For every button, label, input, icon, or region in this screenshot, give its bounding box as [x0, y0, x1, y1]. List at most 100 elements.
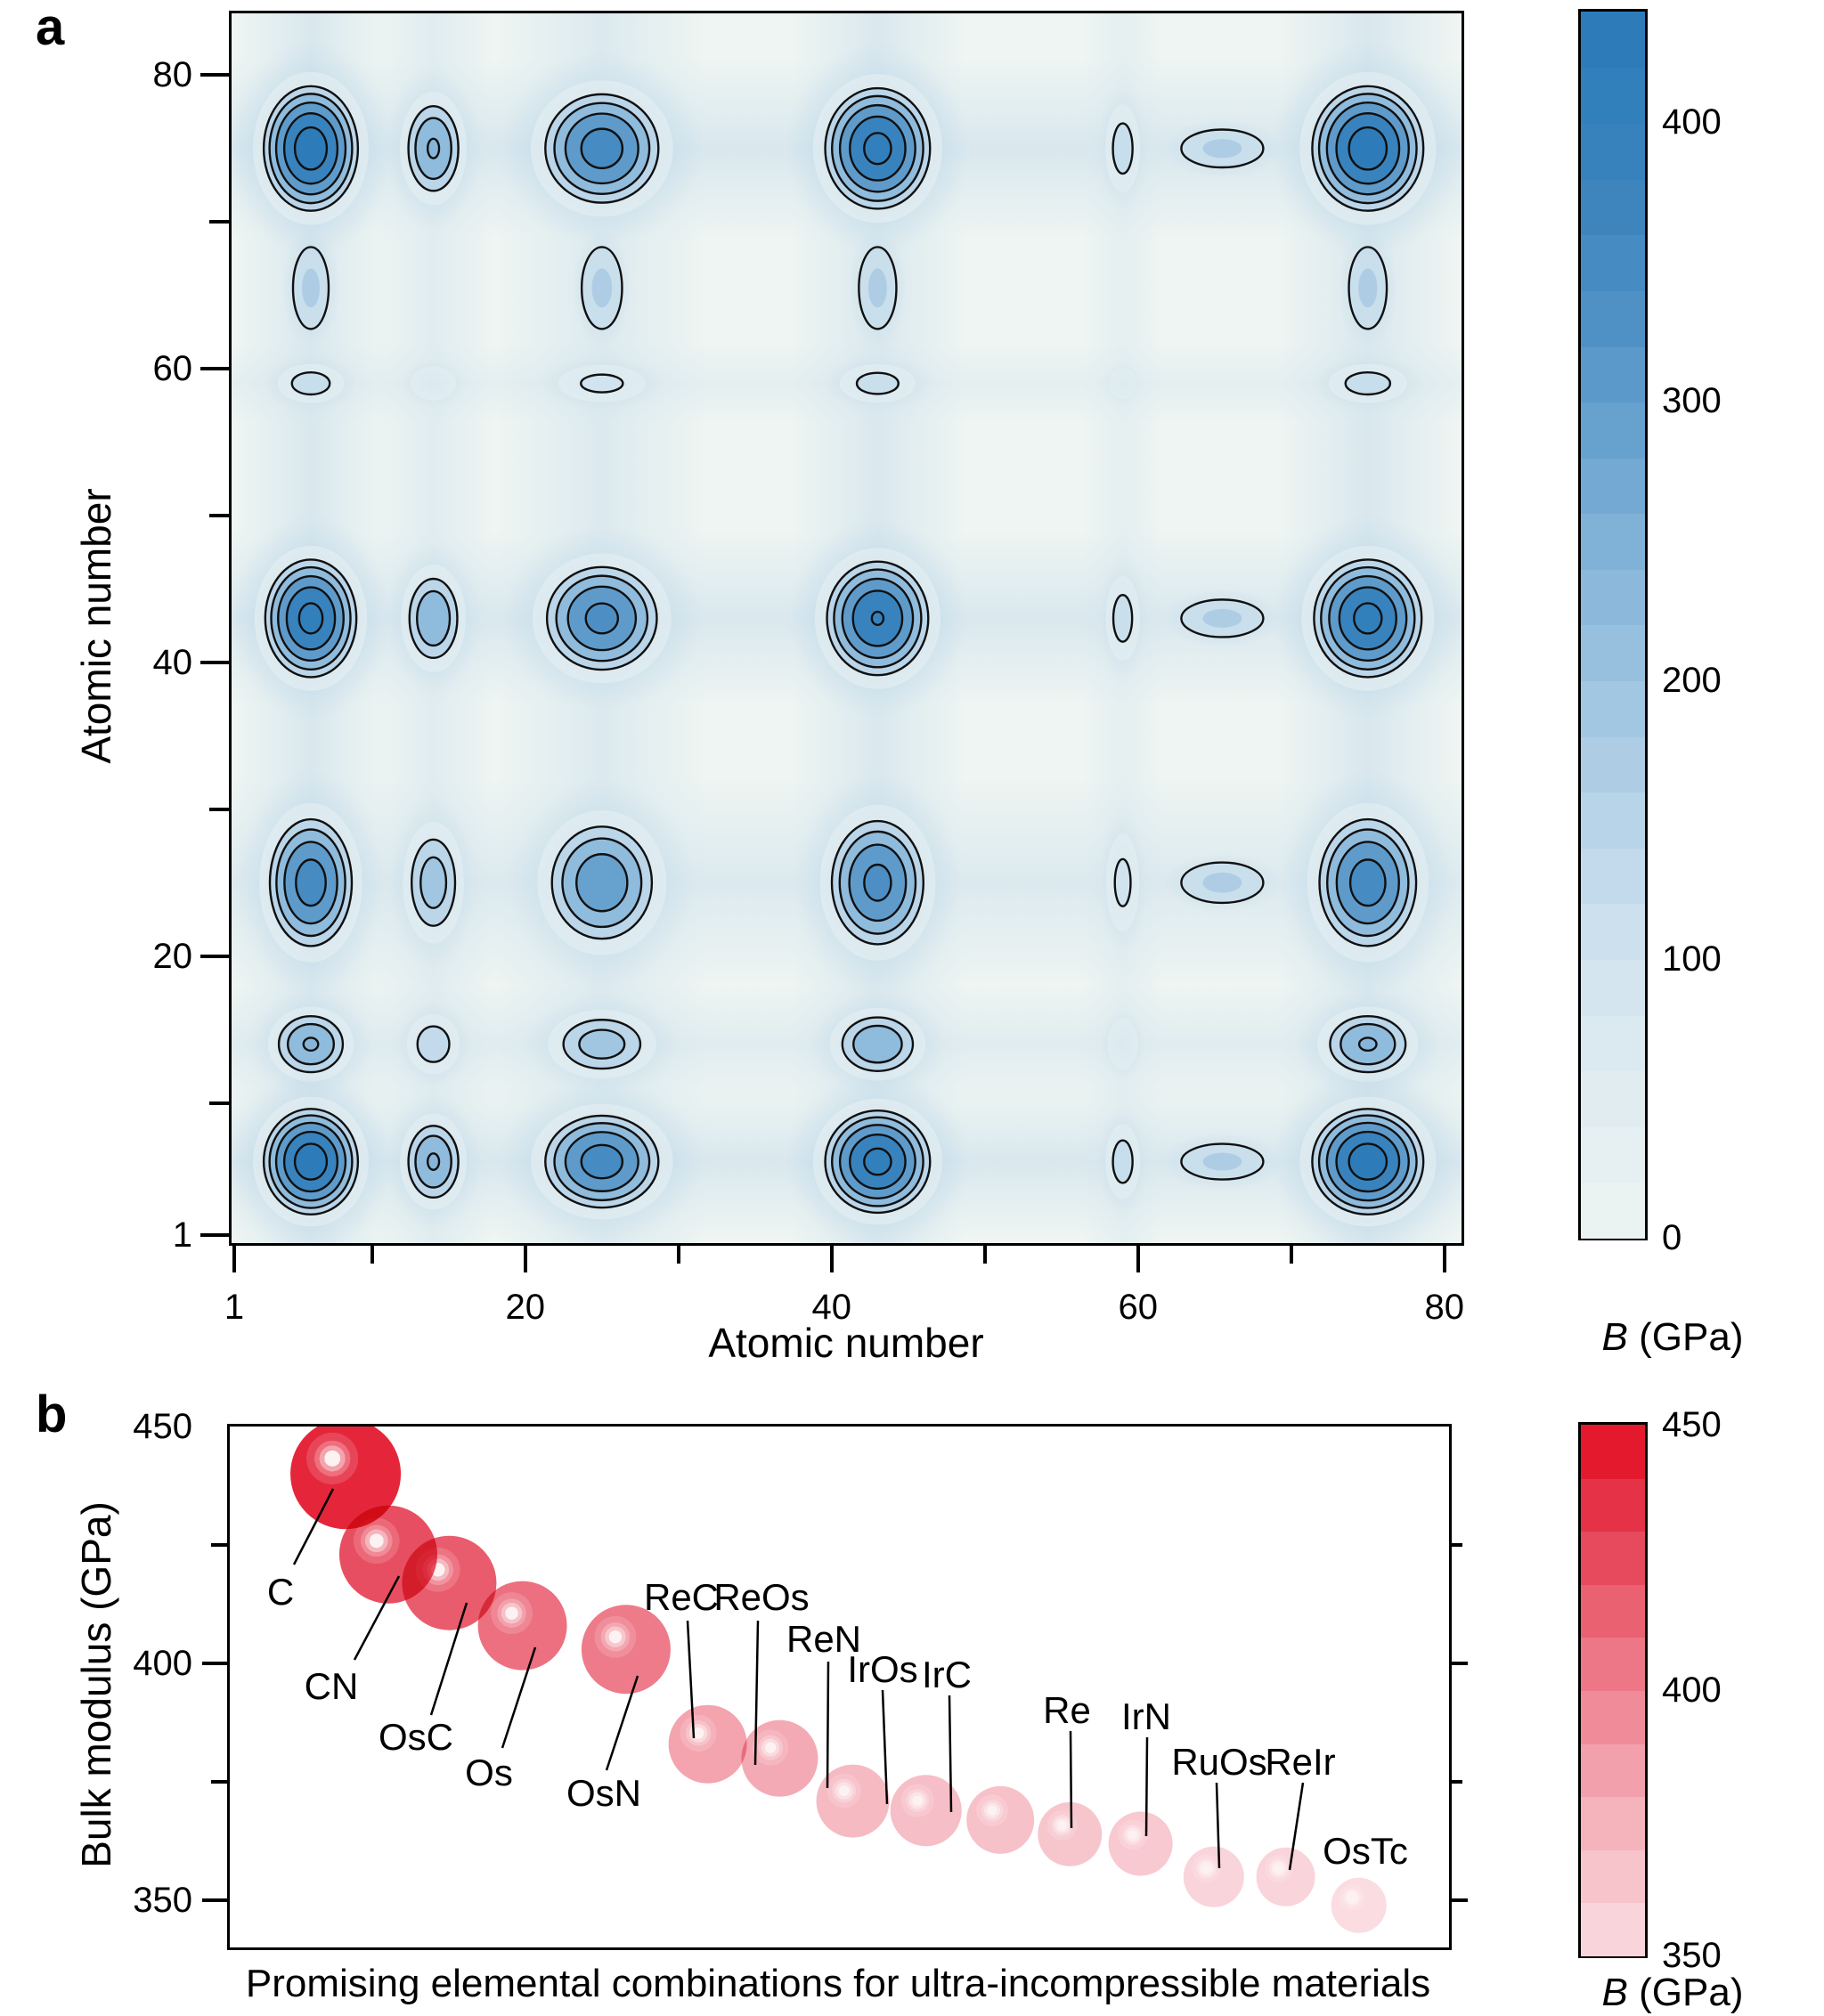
bubble-ReN: [816, 1764, 890, 1838]
ridge-vertical-z6: [281, 229, 341, 347]
a-x-minor-tick-70: [1289, 1246, 1293, 1264]
b-y-right-tick-400: [1452, 1662, 1468, 1666]
colorbar-a-tick-label-200: 200: [1662, 660, 1722, 700]
a-y-tick-label-60: 60: [152, 349, 193, 389]
colorbar-a-segment-1: [1581, 1126, 1645, 1183]
colorbar-a-segment-15: [1581, 345, 1645, 403]
bubble-label-C: C: [267, 1571, 294, 1613]
contour-peak-z14-z6: [385, 1093, 482, 1231]
a-y-tick-20: [200, 954, 229, 958]
bubble-ReC: [668, 1704, 747, 1784]
callout-line-ReIr: [1288, 1782, 1305, 1871]
panel-b-x-axis-title: Promising elemental combinations for ult…: [245, 1962, 1431, 2005]
callout-line-RuOs: [1215, 1782, 1221, 1869]
a-x-tick-label-20: 20: [505, 1288, 546, 1327]
contour-peak-z25-z14: [524, 995, 680, 1093]
b-y-right-minor-tick-375: [1452, 1780, 1462, 1784]
a-y-tick-60: [200, 367, 229, 371]
contour-peak-z59-z59: [1103, 361, 1143, 406]
contour-peak-z6-z6: [232, 1069, 394, 1243]
bubble-IrN: [1108, 1811, 1173, 1876]
panel-a-colorbar-title: B (GPa): [1602, 1315, 1744, 1360]
contour-peak-z43-z14: [809, 992, 947, 1097]
bubble-Os: [477, 1581, 567, 1671]
colorbar-a-units: (GPa): [1639, 1315, 1744, 1359]
callout-line-CN: [353, 1575, 401, 1661]
a-x-minor-tick-30: [676, 1246, 680, 1264]
colorbar-a-tick-label-300: 300: [1662, 381, 1722, 421]
ridge-horizontal-z75: [1163, 118, 1282, 179]
colorbar-a-segment-14: [1581, 402, 1645, 459]
bubble-IrOs: [890, 1775, 962, 1847]
contour-peak-z6-z75: [232, 39, 394, 258]
colorbar-a-segment-3: [1581, 1014, 1645, 1072]
callout-line-IrOs: [881, 1689, 889, 1805]
bubble-label-Os: Os: [465, 1752, 513, 1793]
panel-b-y-axis-title: Bulk modulus (GPa): [73, 1501, 119, 1868]
bubble-label-OsTc: OsTc: [1323, 1830, 1408, 1872]
callout-line-Os: [501, 1646, 537, 1749]
panel-a-y-axis-title: Atomic number: [73, 488, 119, 764]
colorbar-a-segment-2: [1581, 1070, 1645, 1127]
a-y-minor-tick-30: [209, 807, 229, 811]
contour-peak-z43-z59: [823, 355, 932, 411]
a-x-tick-label-1: 1: [224, 1288, 245, 1327]
bubble-label-IrOs: IrOs: [847, 1648, 917, 1690]
bubble-label-ReIr: ReIr: [1265, 1741, 1335, 1783]
colorbar-a-segment-13: [1581, 457, 1645, 515]
b-y-minor-tick-375: [211, 1780, 227, 1784]
bubble-label-RuOs: RuOs: [1171, 1741, 1266, 1783]
a-y-minor-tick-50: [209, 514, 229, 517]
colorbar-b-segment-2: [1581, 1796, 1645, 1850]
colorbar-b-tick-label-400: 400: [1662, 1671, 1722, 1710]
colorbar-a-segment-6: [1581, 847, 1645, 905]
bubble-label-Re: Re: [1043, 1689, 1091, 1731]
panel-b-letter: b: [36, 1386, 68, 1443]
contour-peak-z75-z43: [1273, 515, 1462, 722]
panel-a-x-axis-title: Atomic number: [708, 1320, 984, 1366]
contour-peak-z25-z6: [500, 1078, 704, 1243]
colorbar-b-segment-3: [1581, 1743, 1645, 1798]
bubble-OsC: [402, 1535, 497, 1630]
a-x-tick-label-60: 60: [1118, 1288, 1159, 1327]
contour-peak-z6-z43: [232, 515, 392, 722]
colorbar-b-tick-label-450: 450: [1662, 1405, 1722, 1444]
a-x-tick-40: [829, 1246, 834, 1272]
contour-peak-z25-z59: [539, 356, 665, 411]
contour-peak-z59-z75: [1097, 85, 1148, 212]
panel-a-colorbar: [1578, 9, 1648, 1240]
contour-peak-z75-z14: [1295, 990, 1440, 1098]
ridge-vertical-z75: [1337, 229, 1398, 347]
bubble-OsN: [581, 1605, 671, 1695]
a-x-tick-80: [1442, 1246, 1446, 1272]
contour-peak-z43-z25: [794, 771, 961, 995]
colorbar-b-segment-4: [1581, 1690, 1645, 1744]
colorbar-a-segment-4: [1581, 959, 1645, 1016]
colorbar-a-segment-20: [1581, 67, 1645, 125]
b-y-tick-400: [202, 1662, 227, 1666]
ridge-horizontal-z25: [1163, 852, 1282, 914]
colorbar-a-tick-label-400: 400: [1662, 102, 1722, 142]
colorbar-b-segment-1: [1581, 1849, 1645, 1904]
colorbar-a-segment-7: [1581, 792, 1645, 849]
colorbar-b-segment-8: [1581, 1477, 1645, 1532]
colorbar-a-tick-label-0: 0: [1662, 1218, 1682, 1257]
contour-peak-z43-z6: [785, 1071, 971, 1243]
a-y-tick-40: [200, 660, 229, 664]
callout-line-ReN: [826, 1661, 830, 1789]
colorbar-a-segment-10: [1581, 624, 1645, 682]
a-x-tick-label-80: 80: [1424, 1288, 1465, 1327]
callout-line-OsC: [429, 1602, 468, 1716]
contour-peak-z25-z25: [509, 779, 695, 987]
contour-peak-z25-z75: [500, 51, 704, 247]
contour-peak-z59-z6: [1097, 1108, 1148, 1215]
colorbar-b-segment-9: [1581, 1425, 1645, 1479]
a-x-minor-tick-50: [982, 1246, 987, 1264]
bubble-label-ReOs: ReOs: [713, 1576, 809, 1618]
colorbar-a-segment-11: [1581, 568, 1645, 626]
callout-line-IrN: [1144, 1736, 1149, 1837]
panel-b-colorbar: [1578, 1422, 1648, 1958]
contour-peak-z75-z75: [1270, 39, 1462, 258]
bubble-label-OsN: OsN: [566, 1772, 641, 1814]
